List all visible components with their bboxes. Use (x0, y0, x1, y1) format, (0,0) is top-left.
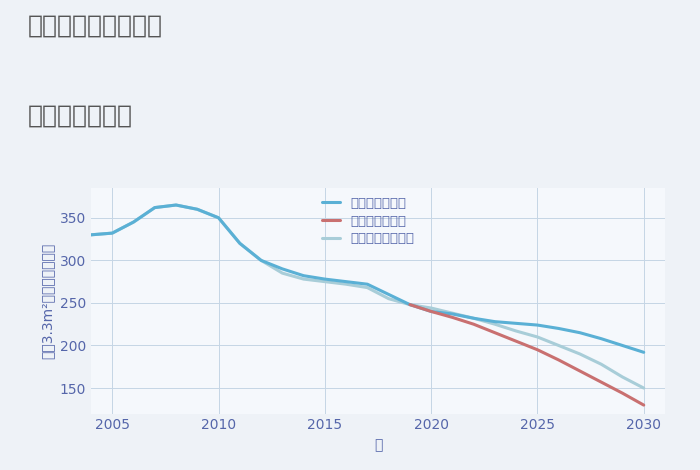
ノーマルシナリオ (554, 343, 563, 348)
グッドシナリオ (597, 336, 606, 342)
バッドシナリオ (406, 302, 414, 307)
ノーマルシナリオ (236, 241, 244, 246)
グッドシナリオ (491, 319, 499, 324)
グッドシナリオ (448, 311, 456, 317)
Legend: グッドシナリオ, バッドシナリオ, ノーマルシナリオ: グッドシナリオ, バッドシナリオ, ノーマルシナリオ (319, 195, 417, 248)
ノーマルシナリオ (533, 334, 542, 340)
グッドシナリオ (470, 315, 478, 321)
ノーマルシナリオ (214, 215, 223, 220)
ノーマルシナリオ (321, 279, 329, 284)
Y-axis label: 坪（3.3m²）単価（万円）: 坪（3.3m²）単価（万円） (40, 243, 54, 359)
ノーマルシナリオ (406, 302, 414, 307)
グッドシナリオ (321, 276, 329, 282)
X-axis label: 年: 年 (374, 438, 382, 452)
グッドシナリオ (342, 279, 350, 284)
グッドシナリオ (554, 326, 563, 331)
バッドシナリオ (470, 321, 478, 327)
グッドシナリオ (108, 230, 116, 236)
バッドシナリオ (512, 338, 520, 344)
グッドシナリオ (214, 215, 223, 220)
グッドシナリオ (640, 350, 648, 355)
グッドシナリオ (150, 205, 159, 211)
グッドシナリオ (193, 206, 202, 212)
ノーマルシナリオ (193, 206, 202, 212)
Text: 東京都墨田区向島の: 東京都墨田区向島の (28, 14, 163, 38)
グッドシナリオ (278, 266, 286, 272)
ノーマルシナリオ (172, 202, 180, 208)
グッドシナリオ (427, 309, 435, 314)
グッドシナリオ (87, 232, 95, 238)
ノーマルシナリオ (384, 296, 393, 301)
バッドシナリオ (554, 357, 563, 363)
ノーマルシナリオ (512, 328, 520, 334)
グッドシナリオ (130, 219, 138, 225)
グッドシナリオ (384, 291, 393, 297)
バッドシナリオ (533, 347, 542, 352)
ノーマルシナリオ (342, 282, 350, 287)
Line: グッドシナリオ: グッドシナリオ (91, 205, 644, 352)
ノーマルシナリオ (363, 285, 372, 290)
ノーマルシナリオ (618, 374, 626, 380)
グッドシナリオ (172, 202, 180, 208)
バッドシナリオ (618, 391, 626, 396)
バッドシナリオ (448, 314, 456, 320)
グッドシナリオ (406, 302, 414, 307)
Line: バッドシナリオ: バッドシナリオ (410, 305, 644, 405)
グッドシナリオ (618, 343, 626, 348)
グッドシナリオ (236, 241, 244, 246)
ノーマルシナリオ (150, 205, 159, 211)
グッドシナリオ (300, 273, 308, 279)
バッドシナリオ (576, 368, 584, 374)
ノーマルシナリオ (108, 230, 116, 236)
Line: ノーマルシナリオ: ノーマルシナリオ (91, 205, 644, 388)
ノーマルシナリオ (257, 258, 265, 263)
グッドシナリオ (576, 330, 584, 336)
バッドシナリオ (491, 330, 499, 336)
ノーマルシナリオ (640, 385, 648, 391)
ノーマルシナリオ (278, 270, 286, 276)
Text: 土地の価格推移: 土地の価格推移 (28, 103, 133, 127)
ノーマルシナリオ (427, 305, 435, 311)
ノーマルシナリオ (470, 315, 478, 321)
バッドシナリオ (427, 309, 435, 314)
ノーマルシナリオ (87, 232, 95, 238)
ノーマルシナリオ (130, 219, 138, 225)
ノーマルシナリオ (491, 321, 499, 327)
ノーマルシナリオ (300, 276, 308, 282)
グッドシナリオ (363, 282, 372, 287)
バッドシナリオ (640, 402, 648, 408)
グッドシナリオ (512, 321, 520, 326)
グッドシナリオ (533, 322, 542, 328)
バッドシナリオ (597, 379, 606, 385)
ノーマルシナリオ (576, 351, 584, 357)
ノーマルシナリオ (597, 361, 606, 367)
グッドシナリオ (257, 258, 265, 263)
ノーマルシナリオ (448, 310, 456, 316)
